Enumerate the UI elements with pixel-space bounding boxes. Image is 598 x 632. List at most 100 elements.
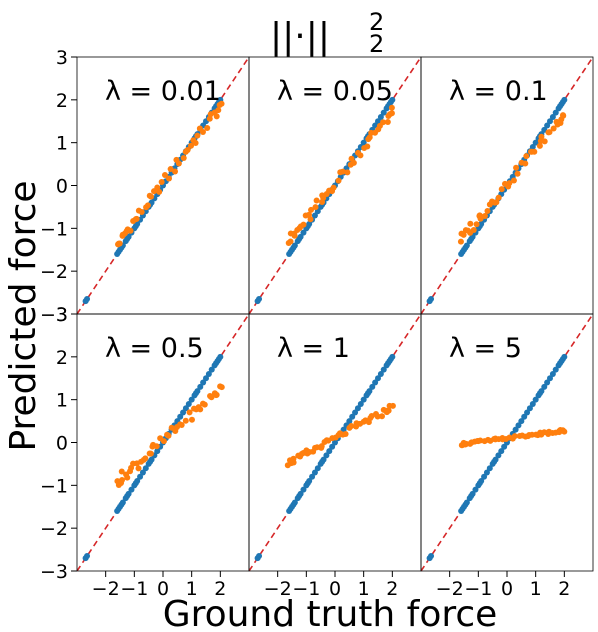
prediction-point (559, 112, 566, 119)
prediction-point (550, 125, 557, 132)
prediction-point (320, 194, 327, 201)
ground-truth-point (300, 229, 307, 236)
prediction-point (147, 450, 154, 457)
panel-5: λ = 1 −2 −1 0 1 2 (248, 313, 422, 600)
ground-truth-point (486, 465, 493, 472)
x-tick-label: 2 (386, 578, 398, 600)
prediction-point (318, 444, 325, 451)
ground-truth-point (180, 409, 187, 416)
ground-truth-point (188, 396, 195, 403)
panel-2: λ = 0.05 (248, 56, 422, 315)
ground-truth-point (463, 499, 470, 506)
x-tick-label: 1 (358, 578, 370, 600)
panel-label: λ = 0.01 (105, 76, 221, 107)
ground-truth-point (320, 456, 327, 463)
panel-data (249, 314, 421, 571)
prediction-point (541, 138, 548, 145)
panel-1: λ = 0.01 −3 −2 −1 0 1 2 3 (40, 47, 250, 326)
ground-truth-point (314, 465, 321, 472)
ground-truth-point (483, 469, 490, 476)
prediction-point (213, 392, 220, 399)
prediction-point (287, 238, 294, 245)
prediction-point (342, 431, 349, 438)
prediction-point (160, 438, 167, 445)
ground-truth-point (154, 448, 161, 455)
y-tick-label: −3 (40, 561, 68, 583)
ground-truth-point (84, 553, 91, 560)
prediction-point (344, 169, 351, 176)
prediction-point (116, 240, 123, 247)
y-tick-label: −2 (40, 261, 68, 283)
ground-truth-point (375, 375, 381, 382)
prediction-point (307, 216, 314, 223)
prediction-point (204, 124, 211, 131)
y-tick-label: 3 (56, 47, 68, 69)
prediction-point (389, 402, 396, 409)
ground-truth-point (137, 473, 144, 480)
ground-truth-point (134, 221, 141, 228)
panel-data (77, 57, 249, 314)
prediction-point (148, 193, 155, 200)
prediction-point (350, 159, 357, 166)
ground-truth-point (561, 353, 568, 360)
prediction-point (300, 221, 307, 228)
ground-truth-point (549, 370, 556, 377)
ground-truth-point (297, 490, 304, 497)
y-tick-label: −1 (40, 475, 68, 497)
prediction-point (477, 215, 484, 222)
ground-truth-point (297, 233, 304, 240)
prediction-point (188, 142, 195, 149)
x-tick-label: −2 (436, 578, 464, 600)
prediction-point (290, 455, 297, 462)
ground-truth-point (323, 452, 330, 459)
ground-truth-point (125, 490, 132, 497)
prediction-point (513, 164, 520, 171)
prediction-point (460, 231, 467, 238)
ground-truth-point (205, 370, 212, 377)
ground-truth-point (529, 400, 536, 407)
prediction-point (561, 428, 568, 435)
ground-truth-point (332, 439, 338, 446)
ground-truth-point (547, 118, 553, 125)
ground-truth-point (291, 499, 298, 506)
x-tick-label: −1 (120, 578, 148, 600)
prediction-point (374, 413, 381, 420)
ground-truth-point (524, 409, 531, 416)
ground-truth-point (309, 473, 316, 480)
prediction-point (124, 474, 131, 481)
prediction-point (118, 468, 125, 475)
figure-title-subscript: 2 (369, 30, 384, 58)
prediction-point (127, 227, 134, 234)
y-axis-title: Predicted force (3, 180, 44, 451)
prediction-point (138, 208, 145, 215)
prediction-point (511, 433, 518, 440)
prediction-point (498, 186, 505, 193)
panel-data (421, 314, 593, 571)
prediction-point (182, 417, 189, 424)
prediction-point (180, 154, 187, 161)
prediction-point (473, 221, 480, 228)
ground-truth-point (84, 296, 91, 303)
y-tick-label: 1 (56, 133, 68, 155)
ground-truth-point (478, 478, 485, 485)
prediction-point (546, 129, 553, 136)
ground-truth-point (352, 409, 359, 416)
ground-truth-point (311, 469, 318, 476)
y-tick-label: 0 (56, 433, 68, 455)
panel-data (421, 57, 593, 314)
ground-truth-point (182, 405, 189, 412)
y-tick-label: 3 (56, 304, 68, 326)
prediction-point (215, 107, 222, 114)
prediction-point (201, 401, 208, 408)
ground-truth-point (552, 366, 559, 373)
ground-truth-point (372, 379, 379, 386)
figure-title: ||·|| 2 2 (270, 8, 384, 58)
prediction-point (506, 180, 513, 187)
ground-truth-point (326, 448, 333, 455)
x-axis-title: Ground truth force (163, 594, 498, 632)
ground-truth-point (521, 413, 528, 420)
panel-data (77, 314, 249, 571)
prediction-point (206, 115, 213, 122)
prediction-point (142, 455, 149, 462)
